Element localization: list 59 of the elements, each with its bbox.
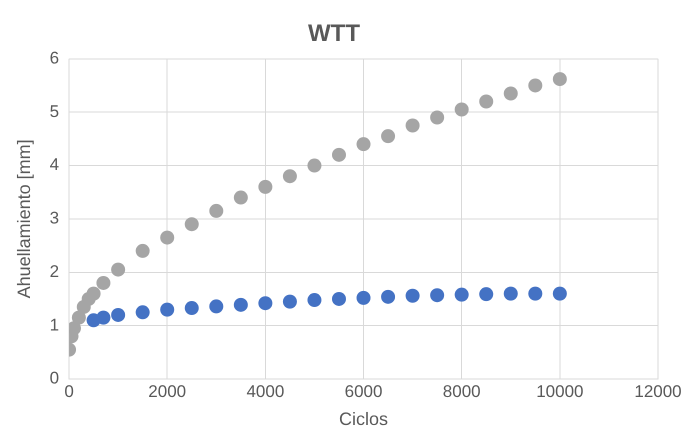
point <box>430 288 444 302</box>
y-tick-label: 4 <box>50 155 60 174</box>
point <box>96 276 110 290</box>
point <box>160 302 174 317</box>
point <box>136 305 150 320</box>
point <box>552 286 567 301</box>
point <box>307 158 322 173</box>
x-tick-label: 8000 <box>442 382 481 401</box>
point <box>86 286 101 301</box>
point <box>356 290 371 305</box>
point <box>184 217 199 232</box>
point <box>406 288 420 303</box>
y-axis-title: Ahuellamiento [mm] <box>14 139 34 298</box>
point <box>528 78 542 92</box>
y-tick-label: 5 <box>50 102 60 121</box>
point <box>160 230 174 245</box>
point <box>184 301 199 316</box>
point <box>552 72 567 86</box>
point <box>356 137 371 152</box>
y-tick-label: 1 <box>50 315 60 334</box>
point <box>234 190 248 205</box>
x-tick-label: 6000 <box>344 382 382 401</box>
point <box>528 286 542 301</box>
point <box>504 286 518 301</box>
chart-title: WTT <box>308 20 360 48</box>
point <box>209 204 224 218</box>
point <box>234 298 248 312</box>
point <box>504 86 518 100</box>
point <box>136 244 150 258</box>
x-tick-label: 10000 <box>536 382 584 401</box>
y-tick-label: 3 <box>50 208 60 228</box>
point <box>332 292 346 306</box>
point <box>96 310 110 325</box>
point <box>381 129 396 144</box>
point <box>307 293 322 308</box>
point <box>111 262 126 277</box>
point <box>282 169 297 184</box>
x-tick-label: 2000 <box>148 382 186 401</box>
point <box>258 296 272 310</box>
y-tick-label: 0 <box>50 368 60 388</box>
point <box>72 310 86 325</box>
point <box>111 308 126 322</box>
y-tick-label: 6 <box>50 48 60 68</box>
point <box>209 299 224 314</box>
point <box>332 148 346 162</box>
x-tick-label: 12000 <box>634 382 682 401</box>
point <box>479 287 494 302</box>
point <box>258 180 272 194</box>
point <box>282 294 297 309</box>
point <box>430 110 444 125</box>
y-tick-label: 2 <box>50 262 60 281</box>
point <box>479 94 494 108</box>
point <box>406 118 420 133</box>
x-axis-title: Ciclos <box>339 409 388 430</box>
point <box>381 290 396 304</box>
x-tick-label: 0 <box>64 382 74 401</box>
x-tick-label: 4000 <box>246 382 284 401</box>
point <box>454 102 469 116</box>
point <box>454 288 469 302</box>
